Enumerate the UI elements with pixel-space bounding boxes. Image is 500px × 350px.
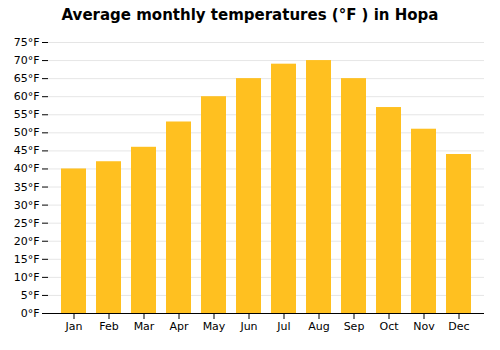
svg-text:50°F: 50°F xyxy=(14,126,40,139)
svg-text:65°F: 65°F xyxy=(14,72,40,85)
svg-text:55°F: 55°F xyxy=(14,108,40,121)
svg-text:20°F: 20°F xyxy=(14,235,40,248)
svg-text:45°F: 45°F xyxy=(14,144,40,157)
svg-text:Feb: Feb xyxy=(99,320,118,333)
svg-text:May: May xyxy=(203,320,226,333)
svg-text:25°F: 25°F xyxy=(14,217,40,230)
svg-text:Oct: Oct xyxy=(379,320,399,333)
svg-text:40°F: 40°F xyxy=(14,162,40,175)
svg-text:75°F: 75°F xyxy=(14,36,40,49)
svg-text:Jan: Jan xyxy=(65,320,83,333)
svg-text:Nov: Nov xyxy=(413,320,435,333)
svg-text:Jul: Jul xyxy=(276,320,290,333)
svg-text:35°F: 35°F xyxy=(14,181,40,194)
svg-text:Sep: Sep xyxy=(344,320,365,333)
html-text:Average monthly temperatures (: Average monthly temperatures (°F ) in Ho… xyxy=(61,6,439,24)
svg-text:60°F: 60°F xyxy=(14,90,40,103)
svg-text:Aug: Aug xyxy=(308,320,329,333)
svg-text:Dec: Dec xyxy=(448,320,469,333)
svg-text:5°F: 5°F xyxy=(21,289,40,302)
svg-text:70°F: 70°F xyxy=(14,54,40,67)
svg-text:Apr: Apr xyxy=(169,320,189,333)
svg-text:30°F: 30°F xyxy=(14,199,40,212)
svg-text:Jun: Jun xyxy=(239,320,257,333)
svg-text:Mar: Mar xyxy=(134,320,155,333)
svg-text:15°F: 15°F xyxy=(14,253,40,266)
svg-text:10°F: 10°F xyxy=(14,271,40,284)
svg-text:0°F: 0°F xyxy=(21,307,40,320)
